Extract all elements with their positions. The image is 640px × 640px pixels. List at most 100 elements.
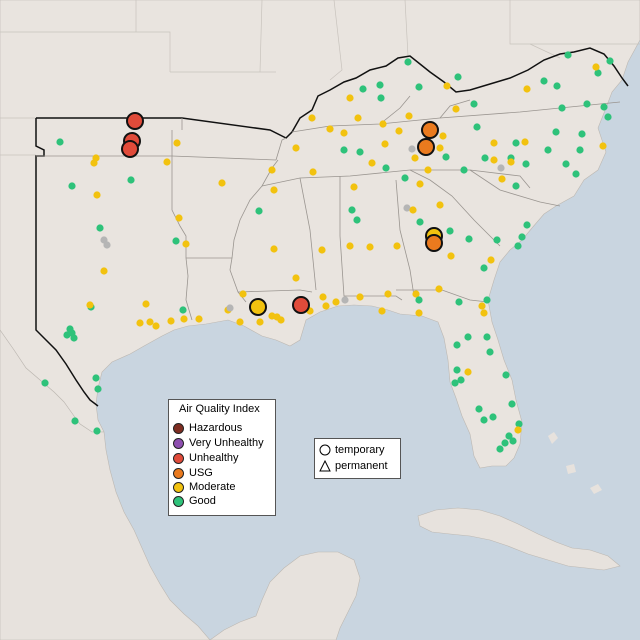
monitor-marker-moderate[interactable]	[356, 293, 364, 301]
monitor-marker-good[interactable]	[71, 417, 79, 425]
monitor-marker-moderate[interactable]	[480, 309, 488, 317]
monitor-marker-moderate[interactable]	[292, 274, 300, 282]
monitor-marker-good[interactable]	[505, 432, 513, 440]
monitor-marker-good[interactable]	[540, 77, 548, 85]
monitor-marker-good[interactable]	[453, 341, 461, 349]
monitor-marker-good[interactable]	[96, 224, 104, 232]
monitor-marker-moderate[interactable]	[142, 300, 150, 308]
monitor-marker-good[interactable]	[255, 207, 263, 215]
monitor-marker-good[interactable]	[480, 416, 488, 424]
monitor-marker-moderate[interactable]	[93, 191, 101, 199]
monitor-marker-good[interactable]	[564, 51, 572, 59]
monitor-marker-moderate[interactable]	[447, 252, 455, 260]
monitor-marker-moderate[interactable]	[487, 256, 495, 264]
monitor-marker-moderate[interactable]	[368, 159, 376, 167]
monitor-marker-good[interactable]	[356, 148, 364, 156]
monitor-marker-usg[interactable]	[421, 121, 439, 139]
monitor-marker-good[interactable]	[600, 103, 608, 111]
monitor-marker-moderate[interactable]	[514, 426, 522, 434]
monitor-marker-good[interactable]	[483, 333, 491, 341]
monitor-marker-moderate[interactable]	[416, 180, 424, 188]
monitor-marker-good[interactable]	[68, 182, 76, 190]
monitor-marker-good[interactable]	[489, 413, 497, 421]
monitor-marker-good[interactable]	[553, 82, 561, 90]
monitor-marker-good[interactable]	[93, 427, 101, 435]
monitor-marker-good[interactable]	[377, 94, 385, 102]
monitor-marker-good[interactable]	[604, 113, 612, 121]
monitor-marker-moderate[interactable]	[521, 138, 529, 146]
monitor-marker-moderate[interactable]	[381, 140, 389, 148]
monitor-marker-moderate[interactable]	[412, 290, 420, 298]
monitor-marker-good[interactable]	[415, 83, 423, 91]
monitor-marker-moderate[interactable]	[452, 105, 460, 113]
monitor-marker-good[interactable]	[70, 334, 78, 342]
monitor-marker-moderate[interactable]	[270, 245, 278, 253]
monitor-marker-good[interactable]	[455, 298, 463, 306]
monitor-marker-good[interactable]	[442, 153, 450, 161]
monitor-marker-moderate[interactable]	[378, 307, 386, 315]
monitor-marker-moderate[interactable]	[439, 132, 447, 140]
monitor-marker-good[interactable]	[576, 146, 584, 154]
monitor-marker-good[interactable]	[512, 139, 520, 147]
monitor-marker-moderate[interactable]	[268, 166, 276, 174]
monitor-marker-no-data[interactable]	[403, 204, 411, 212]
monitor-marker-good[interactable]	[404, 58, 412, 66]
monitor-marker-good[interactable]	[353, 216, 361, 224]
monitor-marker-good[interactable]	[446, 227, 454, 235]
monitor-marker-usg[interactable]	[425, 234, 443, 252]
monitor-marker-moderate[interactable]	[319, 293, 327, 301]
monitor-marker-good[interactable]	[501, 439, 509, 447]
monitor-marker-good[interactable]	[523, 221, 531, 229]
monitor-marker-good[interactable]	[480, 264, 488, 272]
monitor-marker-moderate[interactable]	[152, 322, 160, 330]
monitor-marker-moderate[interactable]	[436, 201, 444, 209]
monitor-marker-good[interactable]	[514, 242, 522, 250]
monitor-marker-moderate[interactable]	[239, 290, 247, 298]
monitor-marker-moderate[interactable]	[167, 317, 175, 325]
monitor-marker-good[interactable]	[172, 237, 180, 245]
monitor-marker-good[interactable]	[562, 160, 570, 168]
monitor-marker-moderate[interactable]	[309, 168, 317, 176]
monitor-marker-good[interactable]	[486, 348, 494, 356]
monitor-marker-moderate[interactable]	[411, 154, 419, 162]
monitor-marker-good[interactable]	[473, 123, 481, 131]
monitor-marker-moderate[interactable]	[173, 139, 181, 147]
monitor-marker-moderate[interactable]	[523, 85, 531, 93]
monitor-marker-good[interactable]	[127, 176, 135, 184]
monitor-marker-good[interactable]	[56, 138, 64, 146]
monitor-marker-moderate[interactable]	[236, 318, 244, 326]
monitor-marker-moderate[interactable]	[308, 114, 316, 122]
monitor-marker-moderate[interactable]	[384, 290, 392, 298]
monitor-marker-good[interactable]	[465, 235, 473, 243]
monitor-marker-moderate[interactable]	[90, 159, 98, 167]
monitor-marker-moderate[interactable]	[270, 186, 278, 194]
monitor-marker-no-data[interactable]	[103, 241, 111, 249]
monitor-marker-moderate[interactable]	[218, 179, 226, 187]
monitor-marker-good[interactable]	[464, 333, 472, 341]
monitor-marker-moderate[interactable]	[175, 214, 183, 222]
monitor-marker-good[interactable]	[493, 236, 501, 244]
monitor-marker-moderate[interactable]	[182, 240, 190, 248]
monitor-marker-good[interactable]	[376, 81, 384, 89]
monitor-marker-unhealthy[interactable]	[126, 112, 144, 130]
monitor-marker-unhealthy[interactable]	[292, 296, 310, 314]
monitor-marker-good[interactable]	[496, 445, 504, 453]
monitor-marker-good[interactable]	[457, 376, 465, 384]
monitor-marker-good[interactable]	[41, 379, 49, 387]
monitor-marker-moderate[interactable]	[86, 301, 94, 309]
monitor-marker-good[interactable]	[470, 100, 478, 108]
monitor-marker-good[interactable]	[606, 57, 614, 65]
monitor-marker-moderate[interactable]	[326, 125, 334, 133]
monitor-marker-moderate[interactable]	[100, 267, 108, 275]
monitor-marker-moderate[interactable]	[490, 139, 498, 147]
monitor-marker-moderate[interactable]	[435, 285, 443, 293]
monitor-marker-no-data[interactable]	[408, 145, 416, 153]
monitor-marker-moderate[interactable]	[507, 158, 515, 166]
monitor-marker-usg[interactable]	[417, 138, 435, 156]
monitor-marker-moderate[interactable]	[146, 318, 154, 326]
monitor-marker-good[interactable]	[522, 160, 530, 168]
monitor-marker-good[interactable]	[460, 166, 468, 174]
monitor-marker-good[interactable]	[483, 296, 491, 304]
monitor-marker-good[interactable]	[508, 400, 516, 408]
monitor-marker-moderate[interactable]	[424, 166, 432, 174]
